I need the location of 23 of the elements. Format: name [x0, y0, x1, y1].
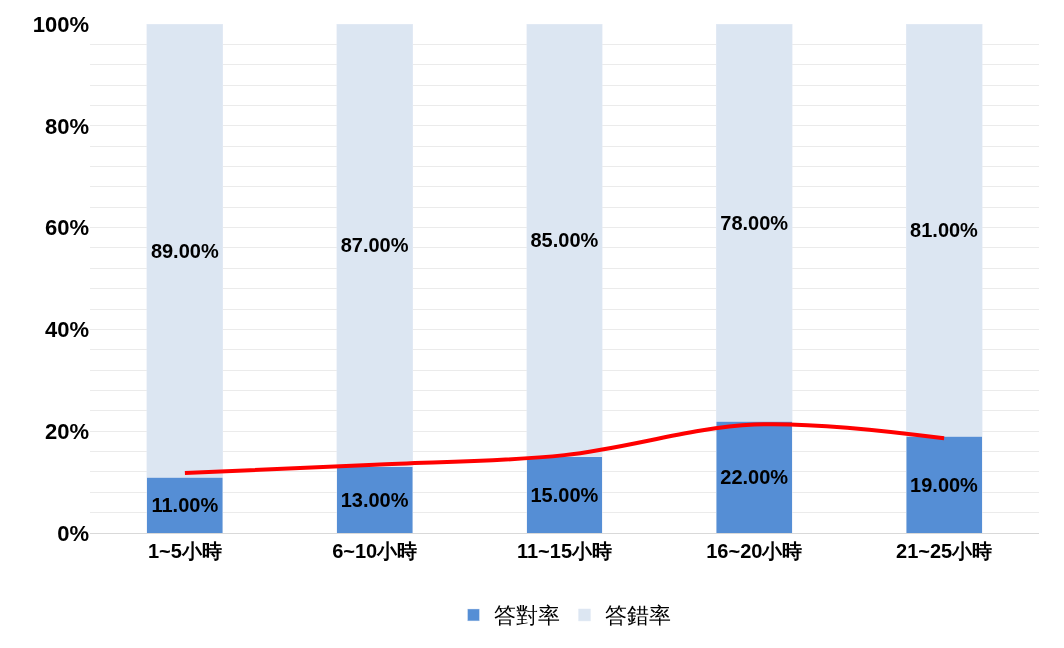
data-label: 19.00%: [910, 473, 979, 496]
data-label: 22.00%: [720, 466, 789, 489]
y-tick-label: 20%: [44, 418, 89, 444]
y-tick-label: 100%: [32, 11, 89, 37]
data-label: 11.00%: [151, 494, 219, 517]
y-tick-label: 80%: [44, 113, 89, 139]
legend-label: 答錯率: [604, 603, 671, 629]
data-label: 13.00%: [340, 488, 409, 511]
legend-label: 答對率: [493, 603, 560, 629]
x-tick-label: 6~10小時: [332, 540, 418, 562]
data-label: 89.00%: [150, 239, 219, 262]
data-label: 15.00%: [530, 483, 599, 506]
y-tick-label: 40%: [44, 317, 89, 343]
data-label: 78.00%: [720, 211, 789, 234]
data-label: 87.00%: [340, 234, 409, 257]
data-label: 85.00%: [530, 229, 599, 252]
x-tick-label: 21~25小時: [896, 540, 993, 562]
data-label: 81.00%: [910, 219, 979, 242]
x-tick-label: 16~20小時: [706, 540, 803, 562]
x-tick-label: 11~15小時: [516, 540, 613, 562]
y-tick-label: 0%: [57, 520, 89, 546]
x-tick-label: 1~5小時: [147, 540, 222, 562]
y-tick-label: 60%: [44, 215, 89, 241]
